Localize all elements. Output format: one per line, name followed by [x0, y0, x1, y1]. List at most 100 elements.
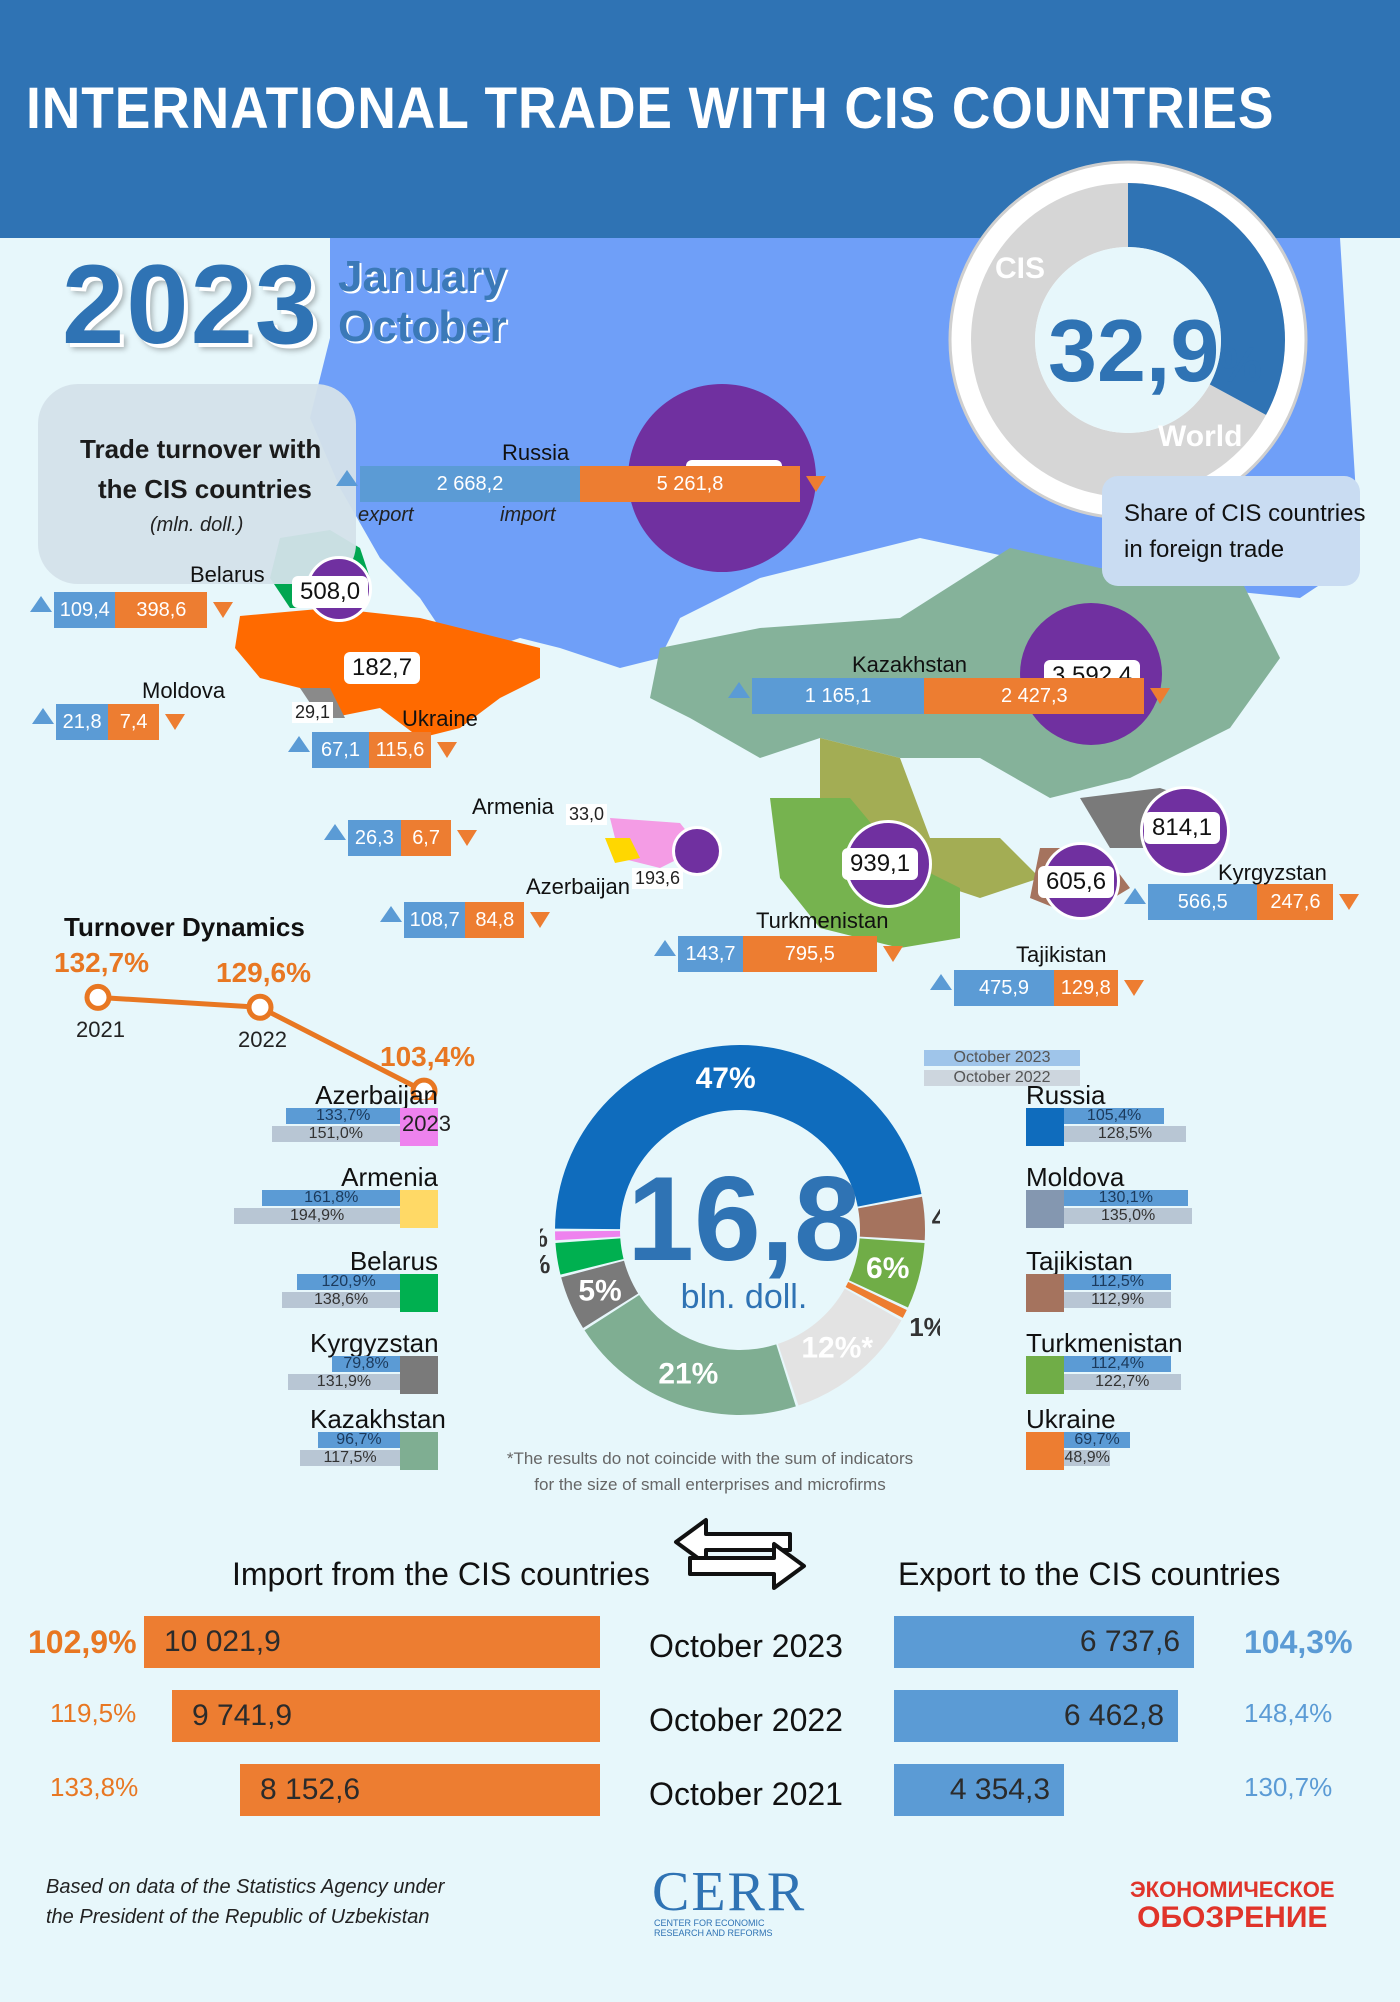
page-title: INTERNATIONAL TRADE WITH CIS COUNTRIES [26, 76, 1275, 141]
left-swatch-armenia [400, 1190, 438, 1228]
donut-label-belarus: 3% [540, 1249, 550, 1279]
donut-slice-azerbaijan [555, 1230, 621, 1241]
donut-slice-kazakhstan [584, 1295, 796, 1415]
right-prev-bar-turkmenistan: 122,7% [1064, 1374, 1181, 1390]
donut-label-kazakhstan: 21% [658, 1357, 718, 1390]
country-name-belarus: Belarus [190, 562, 265, 587]
left-prev-bar-armenia: 194,9% [234, 1208, 400, 1224]
export-growth-0: 104,3% [1244, 1624, 1353, 1660]
belarus-turnover: 508,0 [292, 576, 369, 608]
import-bar-armenia: 6,7 [400, 820, 452, 856]
import-growth-1: 119,5% [50, 1698, 137, 1728]
dynamics-title: Turnover Dynamics [64, 912, 305, 942]
right-country-tajikistan: Tajikistan [1026, 1246, 1133, 1276]
donut-label-tajikistan: 4% [932, 1203, 940, 1233]
cis-share-donut: 47%4%6%1%12%*21%5%3%1% [540, 1044, 940, 1415]
legend-title-2: the CIS countries [98, 474, 312, 504]
right-swatch-tajikistan [1026, 1274, 1064, 1312]
right-swatch-russia [1026, 1108, 1064, 1146]
country-name-ukraine: Ukraine [402, 706, 478, 731]
import-bar-azerbaijan: 84,8 [465, 902, 525, 938]
left-prev-bar-belarus: 138,6% [282, 1292, 400, 1308]
left-country-armenia: Armenia [341, 1162, 438, 1192]
left-country-azerbaijan: Azerbaijan [315, 1080, 438, 1110]
donut-slice-other [777, 1288, 902, 1406]
import-down-arrow-icon [882, 946, 903, 962]
import-growth-2: 133,8% [50, 1772, 139, 1802]
left-swatch-kazakhstan [400, 1432, 438, 1470]
donut-unit: bln. doll. [680, 1278, 808, 1316]
legend-import-label: import [500, 504, 556, 526]
right-cur-bar-tajikistan: 112,5% [1064, 1274, 1171, 1290]
export-bar-tajikistan: 475,9 [954, 970, 1054, 1006]
uzbekistan-region [820, 738, 1040, 898]
left-prev-bar-kyrgyzstan: 131,9% [287, 1374, 400, 1390]
right-country-turkmenistan: Turkmenistan [1026, 1328, 1183, 1358]
left-cur-bar-belarus: 120,9% [297, 1274, 400, 1290]
left-swatch-belarus [400, 1274, 438, 1312]
country-name-turkmenistan: Turkmenistan [756, 908, 889, 933]
left-country-belarus: Belarus [349, 1246, 438, 1276]
import-bar-tajikistan: 129,8 [1053, 970, 1118, 1006]
dynamics-point [410, 1077, 438, 1100]
export-bar-october-2021: 4 354,3 [894, 1764, 1064, 1816]
right-prev-bar-tajikistan: 112,9% [1064, 1292, 1172, 1308]
left-swatch-kyrgyzstan [400, 1356, 438, 1394]
import-down-arrow-icon [806, 476, 826, 492]
country-name-russia: Russia [502, 440, 570, 465]
period-start: January [338, 252, 507, 301]
export-up-arrow-icon [728, 682, 750, 698]
left-country-kyrgyzstan: Kyrgyzstan [310, 1328, 439, 1358]
export-up-arrow-icon [336, 470, 358, 486]
export-growth-1: 148,4% [1244, 1698, 1333, 1728]
donut-slice-tajikistan [858, 1196, 925, 1241]
export-bar-ukraine: 67,1 [312, 732, 370, 768]
azerbaijan-turnover: 193,6 [632, 868, 684, 889]
legend-box [38, 384, 356, 584]
export-up-arrow-icon [30, 596, 52, 612]
right-cur-bar-russia: 105,4% [1064, 1108, 1165, 1124]
export-growth-2: 130,7% [1244, 1772, 1333, 1802]
left-prev-bar-azerbaijan: 151,0% [271, 1126, 400, 1142]
legend-cur: October 2023 [924, 1050, 1080, 1066]
right-prev-bar-moldova: 135,0% [1064, 1208, 1193, 1224]
share-donut [948, 160, 1308, 520]
export-bar-kyrgyzstan: 566,5 [1148, 884, 1258, 920]
export-up-arrow-icon [380, 906, 402, 922]
donut-slice-kyrgyzstan [561, 1260, 639, 1328]
exchange-arrows-icon [674, 1518, 806, 1590]
export-up-arrow-icon [324, 824, 346, 840]
left-swatch-azerbaijan [400, 1108, 438, 1146]
donut-footnote: *The results do not coincide with the su… [506, 1449, 914, 1494]
donut-label-ukraine: 1% [909, 1312, 940, 1342]
trade-period-1: October 2022 [649, 1702, 843, 1738]
import-growth-0: 102,9% [28, 1624, 137, 1660]
trade-period-0: October 2023 [649, 1628, 843, 1664]
right-swatch-turkmenistan [1026, 1356, 1064, 1394]
right-cur-bar-ukraine: 69,7% [1064, 1432, 1131, 1448]
import-down-arrow-icon [437, 742, 458, 758]
donut-label-kyrgyzstan: 5% [578, 1275, 621, 1308]
country-name-armenia: Armenia [472, 794, 554, 819]
import-down-arrow-icon [165, 714, 186, 730]
right-country-russia: Russia [1026, 1080, 1106, 1110]
left-prev-bar-kazakhstan: 117,5% [300, 1450, 400, 1466]
import-section-title: Import from the CIS countries [232, 1556, 650, 1592]
country-name-kyrgyzstan: Kyrgyzstan [1218, 860, 1327, 885]
export-up-arrow-icon [32, 708, 54, 724]
ekonomicheskoe-logo: ЭКОНОМИЧЕСКОЕ ОБОЗРЕНИЕ [1130, 1877, 1335, 1934]
import-down-arrow-icon [1339, 894, 1360, 910]
export-bar-october-2022: 6 462,8 [894, 1690, 1178, 1742]
donut-label-azerbaijan: 1% [540, 1223, 548, 1253]
tajikistan-turnover: 605,6 [1038, 866, 1115, 898]
period-end: October [338, 302, 507, 351]
import-down-arrow-icon [457, 830, 478, 846]
share-caption-2: in foreign trade [1124, 536, 1285, 563]
import-bar-kyrgyzstan: 247,6 [1257, 884, 1334, 920]
cerr-logo: CERR [652, 1861, 807, 1923]
legend-prev: October 2022 [924, 1070, 1080, 1086]
right-swatch-ukraine [1026, 1432, 1064, 1470]
left-cur-bar-kazakhstan: 96,7% [317, 1432, 400, 1448]
import-bar-moldova: 7,4 [108, 704, 160, 740]
country-name-tajikistan: Tajikistan [1016, 942, 1107, 967]
